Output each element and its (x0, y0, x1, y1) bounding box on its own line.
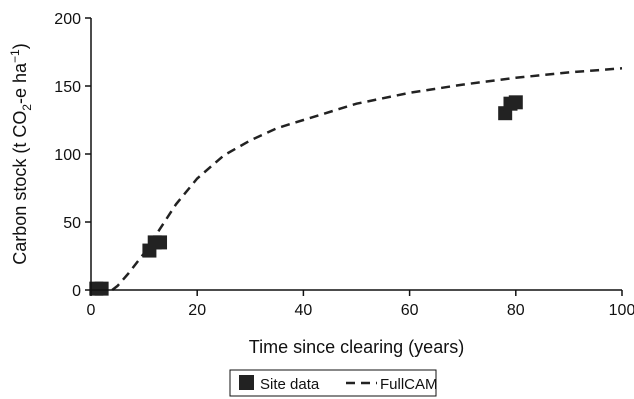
y-axis-label-mid: -e ha (10, 62, 30, 104)
y-axis-label-suffix: ) (10, 43, 30, 49)
x-tick-label: 40 (295, 302, 313, 319)
x-tick-label: 20 (188, 302, 206, 319)
legend: Site data FullCAM (230, 370, 438, 396)
plot-area (89, 68, 622, 295)
legend-marker-site-data (239, 375, 254, 390)
x-tick-label: 60 (401, 302, 419, 319)
y-axis-label-prefix: Carbon stock (t CO (10, 111, 30, 265)
x-ticks: 0 20 40 60 80 100 (87, 290, 634, 319)
y-axis-label-sup: −1 (8, 49, 22, 63)
x-axis-label: Time since clearing (years) (249, 337, 464, 357)
y-tick-label: 200 (54, 11, 81, 28)
y-tick-label: 100 (54, 147, 81, 164)
x-tick-label: 100 (609, 302, 634, 319)
site-data-point (509, 95, 523, 109)
y-tick-label: 150 (54, 79, 81, 96)
y-tick-label: 50 (63, 215, 81, 232)
y-axis-label: Carbon stock (t CO2-e ha−1) (8, 43, 34, 264)
x-tick-label: 0 (87, 302, 96, 319)
fullcam-line (112, 68, 622, 290)
site-data-point (153, 235, 167, 249)
axes: 0 20 40 60 80 100 0 50 100 150 200 (54, 11, 634, 319)
x-tick-label: 80 (507, 302, 525, 319)
y-ticks: 0 50 100 150 200 (54, 11, 91, 300)
legend-label-site-data: Site data (260, 376, 320, 393)
site-data-point (95, 282, 109, 296)
y-tick-label: 0 (72, 283, 81, 300)
legend-label-fullcam: FullCAM (380, 376, 438, 393)
